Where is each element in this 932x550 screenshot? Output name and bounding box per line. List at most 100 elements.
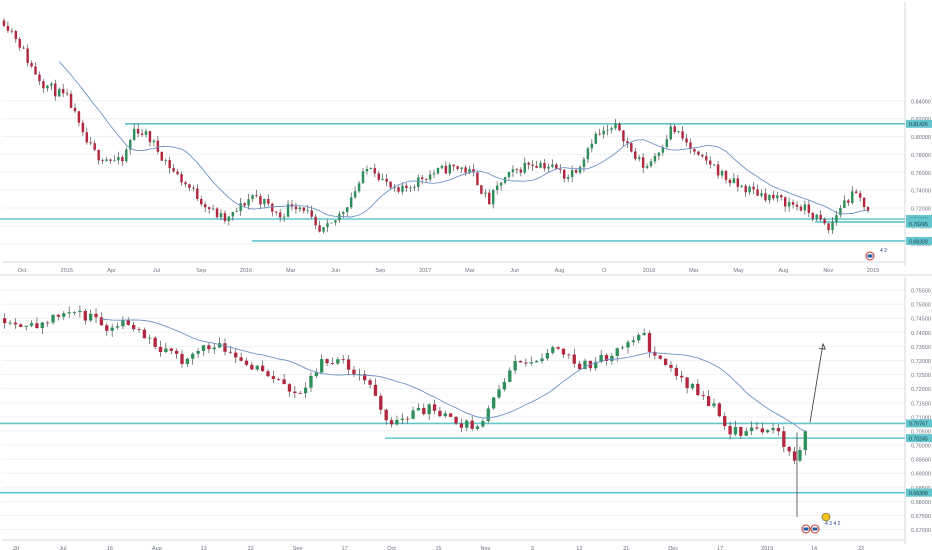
candle-bull <box>534 361 539 363</box>
candle-bear <box>105 325 109 331</box>
projection-arrow-head <box>819 343 826 350</box>
candle-bear <box>69 93 73 108</box>
candle-bear <box>527 162 530 165</box>
candle-bull <box>443 413 447 417</box>
candle-bear <box>572 354 576 364</box>
x-tick-label: Mar <box>465 268 475 274</box>
candle-bear <box>93 143 96 150</box>
candle-bear <box>363 374 367 381</box>
candle-bull <box>282 216 286 218</box>
candle-bull <box>637 334 641 341</box>
candle-bear <box>223 213 227 222</box>
candle-bull <box>217 343 222 348</box>
candle-bull <box>748 186 751 193</box>
candle-bull <box>497 389 501 398</box>
candle-bear <box>341 359 345 360</box>
bottom-chart-pane[interactable]: 0.75500 0.75000 0.74500 0.74000 0.73500 0.730… <box>0 277 932 550</box>
candle-bear <box>368 380 372 385</box>
candle-bear <box>406 418 410 420</box>
candle-bull <box>740 185 743 187</box>
candle-bull <box>235 211 238 212</box>
candle-bear <box>764 193 767 201</box>
candle-bear <box>604 354 609 362</box>
candle-bear <box>61 89 65 94</box>
candle-bear <box>136 128 140 134</box>
x-tick-label: Sep <box>375 268 385 274</box>
price-tag-label: 0.68309 <box>909 491 928 497</box>
candle-bull <box>211 208 215 210</box>
candle-bear <box>228 351 233 353</box>
candle-bull <box>298 207 302 210</box>
event-emoji-icon <box>821 512 831 522</box>
candle-bull <box>395 419 399 425</box>
candle-bear <box>488 192 491 205</box>
candle-bear <box>819 214 822 220</box>
candle-bear <box>630 143 633 152</box>
x-tick-label: Dec <box>668 546 678 550</box>
candle-bull <box>831 222 834 231</box>
candle-bull <box>148 337 152 339</box>
candle-bear <box>259 196 262 205</box>
candle-bear <box>518 361 523 363</box>
candle-bear <box>293 391 297 394</box>
candle-bull <box>349 197 353 208</box>
candle-bear <box>438 410 442 417</box>
y-tick-label: 0.69500 <box>911 458 931 464</box>
candle-bull <box>803 204 807 211</box>
candle-bull <box>733 427 738 435</box>
candle-bull <box>144 131 148 135</box>
candle-bear <box>618 123 621 131</box>
candle-bull <box>566 177 570 179</box>
candle-bear <box>13 322 18 325</box>
candle-bull <box>67 312 71 314</box>
candle-bull <box>185 358 190 364</box>
candle-bear <box>176 171 179 175</box>
candle-bear <box>207 345 211 350</box>
top-chart-pane[interactable]: 0.840000.820000.800000.780000.760000.740… <box>0 2 932 274</box>
candle-bear <box>444 165 448 174</box>
candle-bull <box>661 147 665 153</box>
candle-bull <box>400 418 404 420</box>
candle-bull <box>465 420 469 428</box>
candle-bull <box>690 383 695 389</box>
candle-bear <box>524 362 528 364</box>
x-tick-label: 3 <box>531 546 534 550</box>
candle-bear <box>641 157 645 168</box>
candle-bull <box>309 375 313 388</box>
candle-bear <box>755 427 759 429</box>
candle-bull <box>475 426 480 429</box>
candle-bear <box>318 225 321 232</box>
x-tick-label: Sep <box>196 268 206 274</box>
candle-bear <box>795 204 799 207</box>
candle-bear <box>647 333 652 352</box>
candle-bear <box>274 211 278 213</box>
candle-bear <box>34 66 37 75</box>
candle-bull <box>164 160 167 161</box>
candle-bear <box>717 403 722 417</box>
x-tick-label: Aug <box>555 268 565 274</box>
y-tick-label: 0.68000 <box>911 242 931 248</box>
candle-bull <box>760 193 763 196</box>
x-tick-label: 16 <box>107 546 113 550</box>
candle-bull <box>610 128 613 130</box>
candle-bull <box>460 167 463 169</box>
candle-bear <box>77 111 81 123</box>
candle-bull <box>357 374 361 375</box>
candle-bear <box>377 173 381 180</box>
candle-bull <box>72 312 77 313</box>
candle-bear <box>689 142 692 149</box>
x-tick-label: 13 <box>201 546 207 550</box>
candle-bear <box>543 162 546 169</box>
candle-bull <box>115 326 120 328</box>
x-tick-label: 2019 <box>867 268 879 274</box>
candle-bear <box>760 428 764 433</box>
candle-bear <box>121 157 124 162</box>
candle-bear <box>858 193 862 198</box>
x-tick-label: Oct <box>387 546 396 550</box>
y-tick-label: 0.69000 <box>911 472 931 478</box>
candle-bear <box>432 404 437 411</box>
candle-bull <box>594 361 598 369</box>
candle-bear <box>282 379 286 385</box>
candle-bull <box>649 161 653 167</box>
